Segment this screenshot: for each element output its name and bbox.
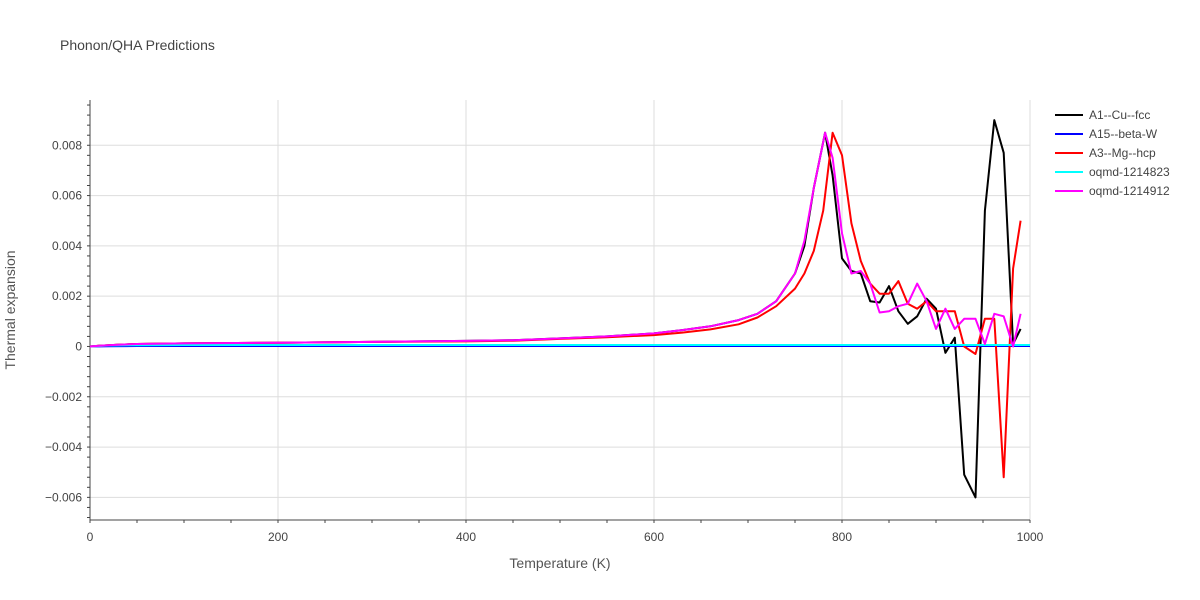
legend-label: oqmd-1214912	[1089, 184, 1170, 198]
legend-item-oqmd-1214823[interactable]: oqmd-1214823	[1055, 165, 1170, 179]
legend-item-a15-beta-w[interactable]: A15--beta-W	[1055, 127, 1158, 141]
x-tick-label: 400	[456, 530, 476, 544]
legend-label: oqmd-1214823	[1089, 165, 1170, 179]
x-axis-title: Temperature (K)	[509, 555, 610, 571]
y-tick-label: 0	[75, 339, 82, 353]
y-tick-label: 0.004	[52, 239, 82, 253]
grid-layer	[90, 100, 1031, 520]
series-line-a3-mg-hcp	[89, 131, 1022, 479]
x-tick-label: 800	[832, 530, 852, 544]
y-tick-label: 0.002	[52, 289, 82, 303]
y-tick-label: 0.008	[52, 138, 82, 152]
y-tick-label: −0.006	[45, 490, 82, 504]
legend-label: A15--beta-W	[1089, 127, 1158, 141]
legend-label: A3--Mg--hcp	[1089, 146, 1156, 160]
x-tick-label: 600	[644, 530, 664, 544]
chart-title: Phonon/QHA Predictions	[60, 37, 215, 53]
series-line-oqmd-1214912	[89, 131, 1022, 348]
series-line-a15-beta-w	[89, 345, 1030, 348]
legend-item-a1-cu-fcc[interactable]: A1--Cu--fcc	[1055, 108, 1150, 122]
x-tick-label: 1000	[1017, 530, 1044, 544]
y-tick-label: −0.004	[45, 440, 82, 454]
series-line-a1-cu-fcc	[89, 119, 1022, 499]
x-tick-label: 0	[87, 530, 94, 544]
series-layer	[89, 119, 1030, 499]
x-tick-label: 200	[268, 530, 288, 544]
y-axis-title: Thermal expansion	[2, 250, 18, 369]
y-tick-label: −0.002	[45, 390, 82, 404]
y-tick-label: 0.006	[52, 189, 82, 203]
legend-item-a3-mg-hcp[interactable]: A3--Mg--hcp	[1055, 146, 1156, 160]
legend[interactable]: A1--Cu--fcc A15--beta-W A3--Mg--hcp oqmd-12…	[1055, 108, 1170, 198]
axis-layer: 0 200 400 600 800 1000 −0.006 −0.004 −0.002 0 0.00…	[45, 100, 1044, 544]
legend-item-oqmd-1214912[interactable]: oqmd-1214912	[1055, 184, 1170, 198]
legend-label: A1--Cu--fcc	[1089, 108, 1150, 122]
